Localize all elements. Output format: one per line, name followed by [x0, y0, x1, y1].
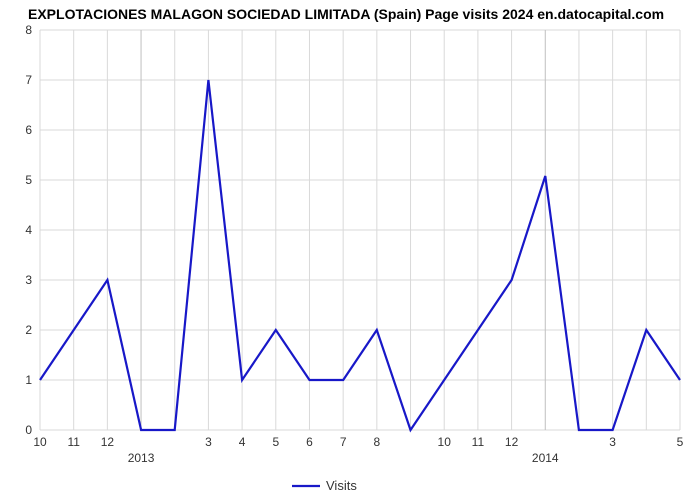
svg-text:4: 4	[25, 223, 32, 237]
svg-text:5: 5	[25, 173, 32, 187]
line-chart: 012345678 10111234567810111235 20132014 …	[0, 0, 700, 500]
y-tick-labels: 0 1 2 3 4 5 6 7 8	[25, 23, 32, 437]
svg-text:2014: 2014	[532, 451, 559, 465]
svg-text:10: 10	[438, 435, 452, 449]
legend: Visits	[292, 478, 357, 493]
svg-text:11: 11	[67, 435, 80, 449]
svg-text:8: 8	[373, 435, 380, 449]
legend-label: Visits	[326, 478, 357, 493]
svg-text:3: 3	[205, 435, 212, 449]
svg-text:10: 10	[33, 435, 47, 449]
svg-text:6: 6	[306, 435, 313, 449]
svg-text:4: 4	[239, 435, 246, 449]
chart-container: EXPLOTACIONES MALAGON SOCIEDAD LIMITADA …	[0, 0, 700, 500]
svg-text:2013: 2013	[128, 451, 155, 465]
svg-text:8: 8	[25, 23, 32, 37]
svg-text:3: 3	[25, 273, 32, 287]
svg-text:6: 6	[25, 123, 32, 137]
visits-series-line	[40, 80, 680, 430]
y-gridlines	[40, 30, 680, 430]
svg-text:3: 3	[609, 435, 616, 449]
svg-text:12: 12	[101, 435, 115, 449]
x-tick-labels: 10 11 12 3 4 5 6 7 8 10 11 12 3 5	[33, 435, 683, 449]
svg-text:5: 5	[677, 435, 684, 449]
svg-text:1: 1	[25, 373, 32, 387]
svg-text:11: 11	[472, 435, 485, 449]
svg-text:5: 5	[272, 435, 279, 449]
svg-text:7: 7	[25, 73, 32, 87]
svg-text:2: 2	[25, 323, 32, 337]
chart-title: EXPLOTACIONES MALAGON SOCIEDAD LIMITADA …	[28, 6, 664, 22]
svg-text:0: 0	[25, 423, 32, 437]
x-year-labels: 2013 2014	[128, 451, 559, 465]
svg-text:12: 12	[505, 435, 519, 449]
svg-text:7: 7	[340, 435, 347, 449]
